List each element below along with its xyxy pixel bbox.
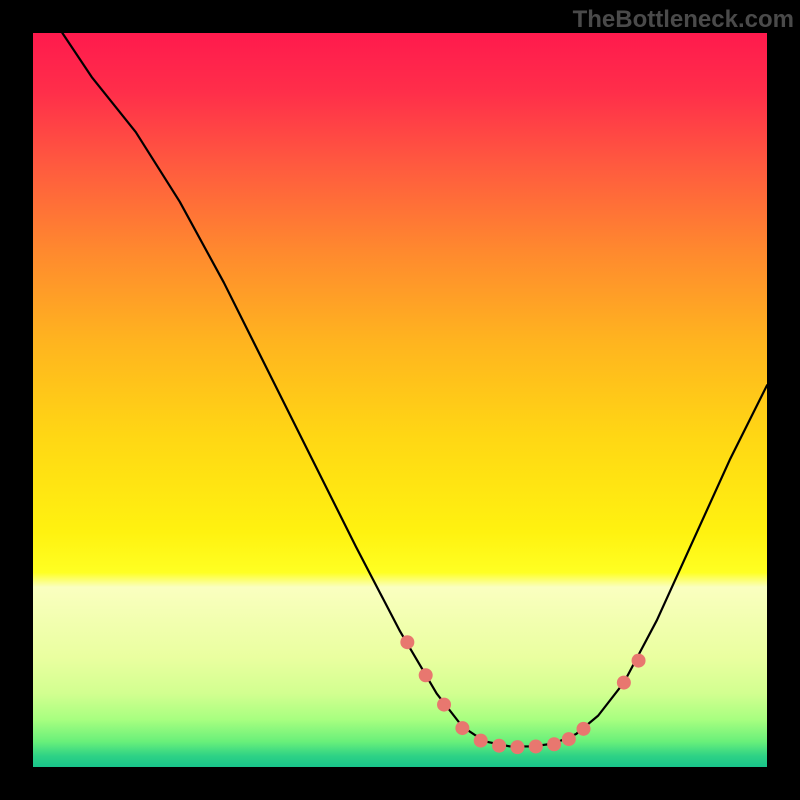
curve-marker — [419, 668, 433, 682]
curve-marker — [492, 739, 506, 753]
chart-svg — [33, 33, 767, 767]
curve-marker — [562, 732, 576, 746]
watermark-text: TheBottleneck.com — [573, 6, 794, 34]
curve-marker — [400, 635, 414, 649]
curve-marker — [474, 734, 488, 748]
curve-marker — [510, 740, 524, 754]
curve-marker — [617, 676, 631, 690]
curve-marker — [547, 737, 561, 751]
curve-marker — [529, 739, 543, 753]
curve-marker — [577, 722, 591, 736]
plot-area — [33, 33, 767, 767]
curve-marker — [455, 721, 469, 735]
curve-marker — [632, 654, 646, 668]
curve-marker — [437, 698, 451, 712]
